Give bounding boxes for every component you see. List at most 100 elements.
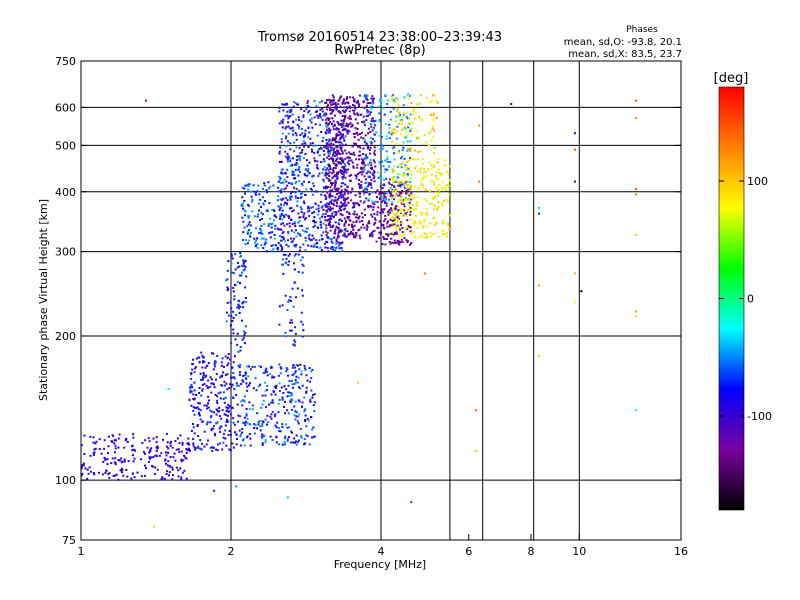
data-point [328,217,331,220]
data-point [370,97,373,100]
data-point [342,175,345,178]
data-point [405,130,408,133]
data-point [222,436,225,439]
data-point [325,230,328,233]
data-point [226,418,228,421]
data-point [340,142,343,145]
data-point [340,119,343,122]
data-point [401,200,404,203]
data-point [325,121,328,124]
data-point [309,400,312,403]
data-point [189,389,192,392]
data-point [230,255,233,257]
data-point [291,210,294,213]
data-point [340,172,343,175]
data-point [279,218,281,220]
data-point [245,412,248,415]
data-point [334,151,336,154]
data-point [371,200,374,203]
data-point [410,127,413,130]
data-point [245,408,248,410]
data-point [337,161,340,163]
data-point [326,191,329,194]
data-point [354,142,357,145]
data-point [436,101,439,104]
data-point [406,148,409,151]
data-point [335,211,338,214]
data-point [226,311,228,314]
data-point [379,148,382,150]
data-point [232,328,235,331]
data-point [337,141,340,144]
data-point [289,148,292,151]
data-point [284,155,287,158]
data-point [323,153,326,156]
data-point [425,236,428,239]
data-point [343,98,346,101]
data-point [308,443,311,446]
data-point [294,378,297,381]
data-point [363,107,366,109]
data-point [354,174,357,177]
data-point [287,125,290,128]
data-point [226,301,229,304]
data-point [260,244,263,247]
data-point [255,389,258,392]
data-point [202,374,205,377]
data-point [329,247,332,250]
data-point [232,396,234,399]
data-point [146,446,149,449]
data-point [372,122,375,125]
data-point [275,216,278,219]
data-point [443,186,446,189]
data-point [331,94,334,97]
data-point [363,120,366,123]
data-point [114,457,117,460]
data-point [242,231,245,234]
data-point [358,183,360,186]
data-point [394,188,397,191]
data-point [248,183,251,186]
data-point [382,196,385,199]
data-point [393,239,396,242]
data-point [280,250,283,252]
data-point [370,205,372,208]
data-point [191,363,194,365]
data-point [346,189,349,192]
data-point [285,102,288,105]
data-point [403,180,406,183]
data-point [372,206,375,208]
data-point [242,439,245,442]
data-point [410,188,412,191]
data-point [333,200,336,203]
data-point [355,158,358,161]
data-point [331,242,334,244]
data-point [319,123,322,126]
data-point [384,168,387,171]
data-point [341,177,344,180]
data-point [236,384,238,387]
data-point [314,221,317,224]
data-point [256,215,259,218]
data-point [396,176,399,179]
data-point [326,205,329,208]
data-point [343,217,346,220]
data-point [311,126,314,129]
data-point [342,99,345,102]
data-point [401,180,404,183]
data-point [405,136,407,139]
data-point [259,383,262,386]
data-point [397,173,400,176]
data-point [188,448,191,451]
data-point [369,111,372,114]
data-point [420,183,423,186]
data-point [327,123,329,126]
data-point [350,223,353,226]
data-point [373,175,376,178]
data-point [123,458,126,461]
data-point [404,196,407,199]
data-point [344,200,347,203]
data-point [242,380,245,383]
data-point [244,395,246,398]
